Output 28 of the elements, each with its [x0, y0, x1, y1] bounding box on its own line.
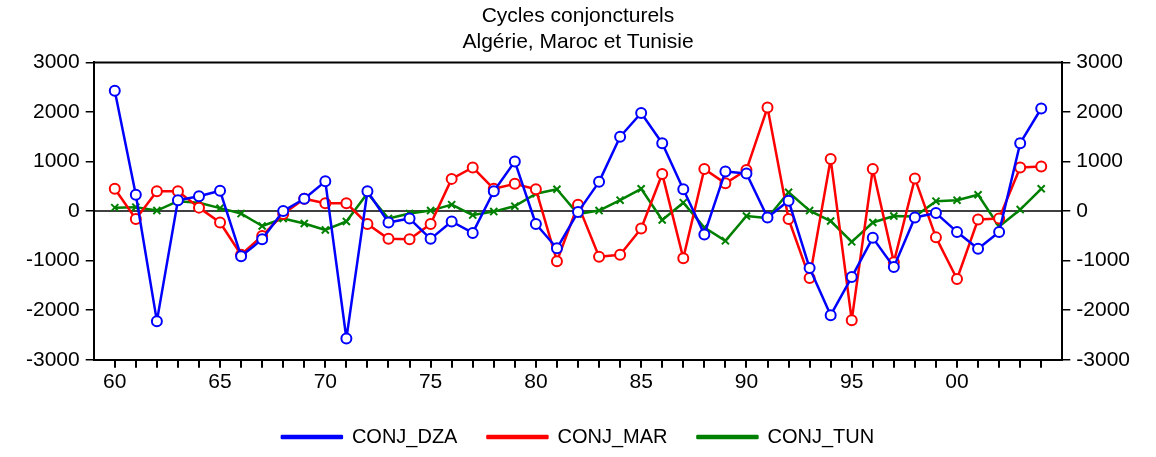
y-tick-label: -3000 [25, 346, 80, 370]
y-tick-label: 0 [68, 197, 80, 221]
y2-tick-label: -3000 [1076, 346, 1131, 370]
x-tick-label: 95 [840, 369, 864, 393]
x-tick-label: 00 [945, 369, 969, 393]
y2-tick-label: -1000 [1076, 247, 1131, 271]
y-tick-label: -1000 [25, 247, 80, 271]
y-tick-label: 1000 [32, 148, 80, 172]
legend-label: CONJ_TUN [767, 424, 875, 448]
y2-tick-label: 1000 [1076, 148, 1124, 172]
x-tick-label: 80 [524, 369, 548, 393]
y-tick-label: -2000 [25, 297, 80, 321]
x-tick-label: 85 [629, 369, 653, 393]
x-tick-label: 70 [313, 369, 338, 393]
x-tick-label: 65 [208, 369, 232, 393]
x-tick-label: 60 [103, 369, 127, 393]
y2-tick-label: 2000 [1076, 98, 1124, 122]
x-tick-label: 75 [418, 369, 443, 393]
legend-label: CONJ_DZA [351, 424, 459, 448]
y2-tick-label: -2000 [1076, 297, 1131, 321]
y-tick-label: 2000 [32, 98, 80, 122]
y-tick-label: 3000 [32, 49, 80, 73]
y2-tick-label: 0 [1076, 197, 1088, 221]
legend-label: CONJ_MAR [557, 424, 668, 448]
x-tick-label: 90 [734, 369, 759, 393]
chart-title: Cycles conjoncturels [481, 3, 675, 27]
y2-tick-label: 3000 [1076, 49, 1124, 73]
chart-subtitle: Algérie, Maroc et Tunisie [462, 28, 694, 52]
